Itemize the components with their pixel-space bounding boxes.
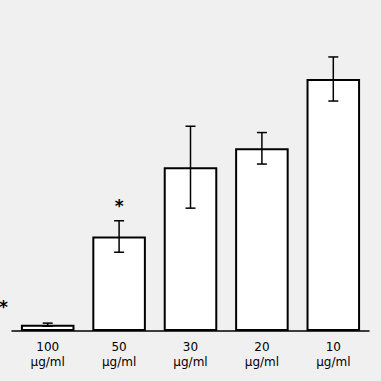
svg-text:μg/ml: μg/ml xyxy=(31,355,65,369)
svg-text:20: 20 xyxy=(254,340,269,354)
svg-text:10: 10 xyxy=(326,340,341,354)
svg-text:50: 50 xyxy=(111,340,126,354)
svg-text:μg/ml: μg/ml xyxy=(245,355,279,369)
svg-text:μg/ml: μg/ml xyxy=(102,355,136,369)
svg-text:30: 30 xyxy=(183,340,198,354)
svg-text:100: 100 xyxy=(36,340,59,354)
svg-text:*: * xyxy=(0,297,8,317)
svg-text:*: * xyxy=(115,196,124,216)
svg-text:μg/ml: μg/ml xyxy=(316,355,350,369)
svg-text:μg/ml: μg/ml xyxy=(173,355,207,369)
